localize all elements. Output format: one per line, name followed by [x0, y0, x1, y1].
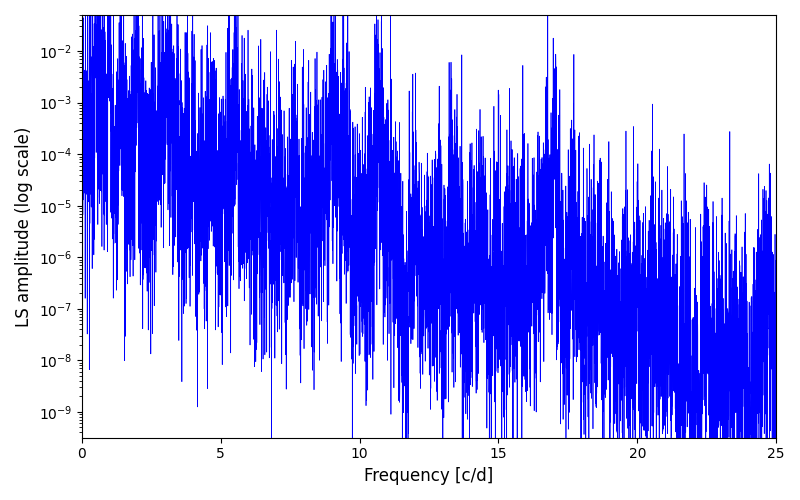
Y-axis label: LS amplitude (log scale): LS amplitude (log scale) — [15, 126, 33, 326]
X-axis label: Frequency [c/d]: Frequency [c/d] — [364, 467, 494, 485]
